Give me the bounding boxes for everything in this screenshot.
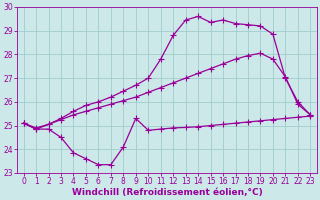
X-axis label: Windchill (Refroidissement éolien,°C): Windchill (Refroidissement éolien,°C) bbox=[72, 188, 262, 197]
